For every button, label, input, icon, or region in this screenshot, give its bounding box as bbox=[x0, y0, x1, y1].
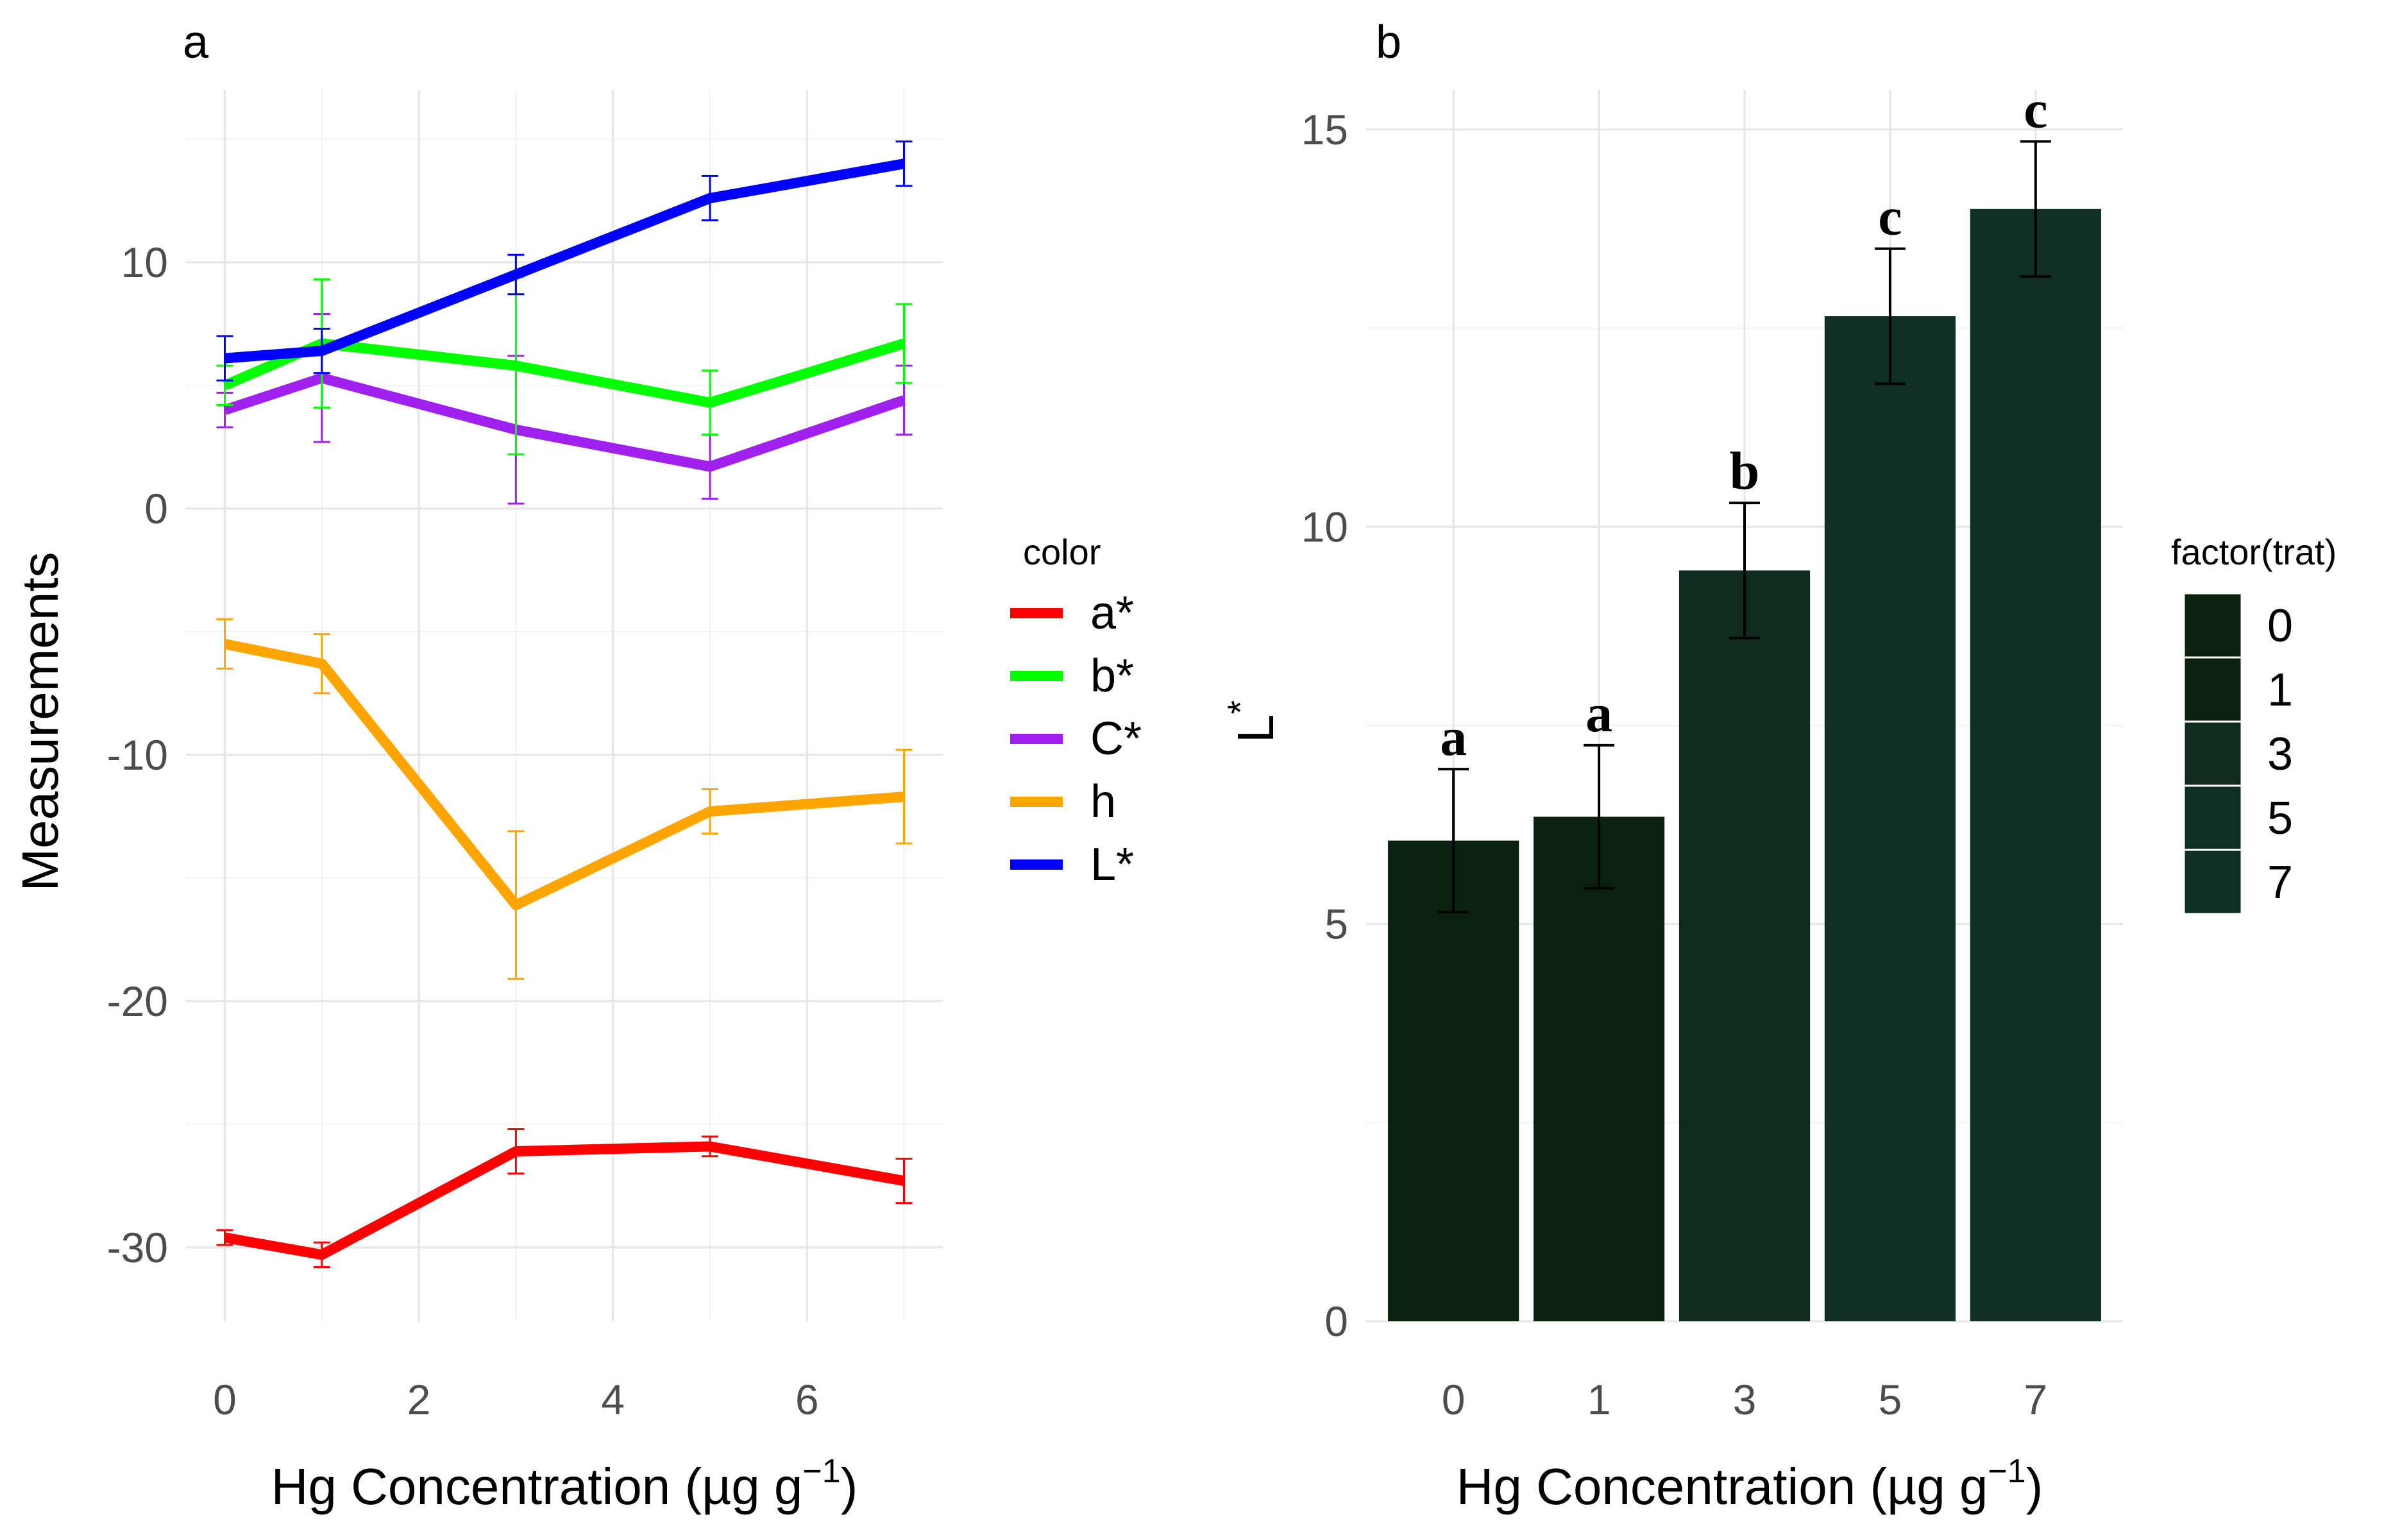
panel-b-bars: a a b c c bbox=[1388, 80, 2101, 1322]
legend-label-h: h bbox=[1090, 776, 1116, 827]
series-l bbox=[216, 140, 913, 382]
legend-label-1: 1 bbox=[2267, 664, 2293, 716]
bar-0 bbox=[1388, 840, 1519, 1321]
legend-swatch-1 bbox=[2183, 656, 2243, 723]
panel-a-series bbox=[216, 140, 913, 1269]
series-line-l bbox=[224, 158, 905, 364]
panel-b-legend-title: factor(trat) bbox=[2171, 532, 2337, 572]
panel-a-y-tick-label: 0 bbox=[144, 485, 168, 532]
legend-label-5: 5 bbox=[2267, 793, 2293, 844]
panel-b-x-axis-title: Hg Concentration (µg g−1) bbox=[1457, 1453, 2043, 1515]
series-a bbox=[216, 1128, 913, 1269]
panel-b-x-axis-title-main: Hg Concentration (µg g bbox=[1457, 1458, 1988, 1515]
panel-a-x-tick-label: 2 bbox=[407, 1376, 431, 1423]
panel-a-y-tick-label: -30 bbox=[107, 1224, 168, 1271]
panel-b-legend: factor(trat) 0 1 3 5 7 bbox=[2171, 532, 2337, 915]
panel-b-x-tick-label: 5 bbox=[1879, 1376, 1902, 1423]
panel-b-x-tick-labels: 0 1 3 5 7 bbox=[1442, 1376, 2047, 1423]
panel-b-x-tick-label: 1 bbox=[1587, 1376, 1611, 1423]
panel-a-y-tick-label: -10 bbox=[107, 731, 168, 779]
panel-b-y-tick-label: 0 bbox=[1324, 1298, 1348, 1345]
panel-a-y-axis-title: Measurements bbox=[12, 552, 69, 891]
legend-label-b: b* bbox=[1090, 650, 1134, 702]
panel-b-x-axis-title-close: ) bbox=[2026, 1458, 2043, 1515]
panel-b-y-axis-title-main: L bbox=[1227, 715, 1284, 743]
legend-label-0: 0 bbox=[2267, 600, 2293, 652]
significance-letter-7: c bbox=[2024, 80, 2047, 140]
panel-b-y-tick-label: 15 bbox=[1301, 106, 1348, 153]
panel-a-x-axis-title-close: ) bbox=[841, 1458, 858, 1515]
significance-letter-3: b bbox=[1730, 441, 1760, 501]
legend-swatch-0 bbox=[2183, 592, 2243, 659]
bar-5 bbox=[1824, 316, 1956, 1322]
legend-swatch-3 bbox=[2183, 720, 2243, 787]
significance-letter-5: c bbox=[1878, 187, 1902, 247]
significance-letter-0: a bbox=[1440, 707, 1467, 767]
panel-a-x-tick-labels: 0 2 4 6 bbox=[213, 1376, 818, 1423]
panel-a-y-tick-labels: -30 -20 -10 0 10 bbox=[107, 239, 168, 1271]
panel-a-x-tick-label: 6 bbox=[795, 1376, 819, 1423]
series-line-a bbox=[224, 1141, 905, 1260]
series-h bbox=[216, 618, 913, 980]
bar-7 bbox=[1970, 208, 2101, 1322]
legend-label-l: L* bbox=[1090, 839, 1134, 890]
series-line-h bbox=[223, 639, 905, 910]
panel-a-y-tick-label: 10 bbox=[121, 239, 168, 286]
legend-swatch-5 bbox=[2183, 784, 2243, 851]
legend-label-7: 7 bbox=[2267, 857, 2293, 908]
panel-a-line-chart: a -30 -20 -10 0 10 0 2 4 6 Measurements Hg Conc… bbox=[12, 17, 1142, 1515]
legend-label-a: a* bbox=[1090, 588, 1134, 639]
bar-3 bbox=[1678, 570, 1811, 1321]
panel-a-x-axis-title: Hg Concentration (µg g−1) bbox=[271, 1453, 858, 1515]
panel-a-legend: color a* b* C* h L* bbox=[1010, 532, 1142, 890]
panel-b-y-tick-labels: 0 5 10 15 bbox=[1301, 106, 1348, 1345]
panel-b-x-tick-label: 7 bbox=[2024, 1376, 2047, 1423]
panel-a-x-tick-label: 0 bbox=[213, 1376, 237, 1423]
panel-b-y-axis-title: L* bbox=[1220, 700, 1284, 743]
bar-1 bbox=[1533, 817, 1665, 1321]
panel-b-x-tick-label: 3 bbox=[1733, 1376, 1757, 1423]
panel-a-x-axis-title-main: Hg Concentration (µg g bbox=[271, 1458, 803, 1515]
panel-a-x-axis-title-exponent: −1 bbox=[802, 1453, 840, 1490]
significance-letter-1: a bbox=[1585, 684, 1612, 743]
panel-b-x-tick-label: 0 bbox=[1442, 1376, 1466, 1423]
panel-a-tag: a bbox=[183, 17, 209, 68]
panel-b-tag: b bbox=[1376, 17, 1401, 68]
panel-a-legend-title: color bbox=[1023, 532, 1101, 572]
panel-b-y-tick-label: 5 bbox=[1324, 901, 1348, 948]
panel-a-y-tick-label: -20 bbox=[107, 977, 168, 1025]
legend-label-3: 3 bbox=[2267, 729, 2293, 780]
panel-a-x-tick-label: 4 bbox=[601, 1376, 625, 1423]
legend-label-c: C* bbox=[1090, 713, 1142, 765]
panel-b-y-axis-title-sup: * bbox=[1220, 700, 1260, 715]
panel-b-y-tick-label: 10 bbox=[1301, 503, 1348, 550]
panel-b-x-axis-title-exponent: −1 bbox=[1988, 1453, 2025, 1490]
legend-swatch-7 bbox=[2183, 849, 2243, 915]
